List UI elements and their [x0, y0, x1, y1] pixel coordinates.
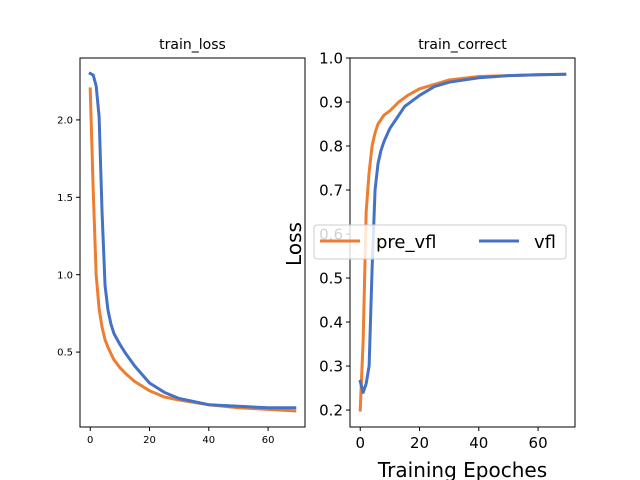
train-loss-y-tick-label: 1.0: [57, 270, 73, 281]
train-loss-series-vfl: [88, 71, 297, 410]
train-loss-axes-frame: [79, 57, 306, 428]
train-correct-x-tick-label: 20: [410, 434, 429, 452]
train-correct-y-tick-label: 0.2: [319, 401, 343, 419]
train-loss-y-tick-label: 2.0: [57, 116, 73, 127]
train-correct-lines: [358, 72, 567, 412]
train-loss-axes: 0 20 40 60 0.5 1.0 1.5 2.0 train_loss: [57, 37, 306, 446]
train-correct-y-tick-label: 0.7: [319, 181, 343, 199]
train-correct-x-tick-label: 60: [529, 434, 548, 452]
train-loss-y-ticks: 0.5 1.0 1.5 2.0: [57, 116, 80, 359]
train-loss-x-tick-label: 0: [87, 435, 93, 446]
train-loss-x-tick-label: 60: [262, 435, 275, 446]
legend-label-pre-vfl: pre_vfl: [376, 232, 437, 253]
train-correct-y-tick-label: 0.4: [319, 313, 343, 331]
train-correct-y-axis-label: Loss: [282, 222, 306, 266]
train-loss-x-tick-label: 40: [202, 435, 215, 446]
train-correct-y-tick-label: 0.5: [319, 269, 343, 287]
train-correct-x-ticks: 0 20 40 60: [355, 427, 548, 452]
train-correct-y-tick-label: 0.9: [319, 93, 343, 111]
train-loss-y-tick-label: 1.5: [57, 193, 73, 204]
legend-box: [313, 224, 567, 260]
train-correct-x-tick-label: 0: [355, 434, 365, 452]
train-loss-y-tick-label: 0.5: [57, 348, 73, 359]
train-correct-title: train_correct: [418, 37, 507, 53]
train-loss-lines: [88, 71, 297, 413]
train-correct-x-axis-label: Training Epoches: [377, 458, 547, 480]
train-correct-x-tick-label: 40: [469, 434, 488, 452]
train-correct-y-ticks: 0.20.30.40.50.60.70.80.91.0: [319, 49, 350, 419]
train-correct-y-tick-label: 0.8: [319, 137, 343, 155]
legend: pre_vfl vfl: [313, 224, 567, 260]
train-correct-y-tick-label: 1.0: [319, 49, 343, 67]
legend-label-vfl: vfl: [534, 232, 556, 253]
train-loss-x-tick-label: 20: [143, 435, 156, 446]
train-correct-series-vfl: [358, 72, 567, 394]
train-loss-title: train_loss: [159, 37, 226, 53]
train-loss-x-ticks: 0 20 40 60: [87, 427, 274, 446]
train-correct-y-tick-label: 0.3: [319, 357, 343, 375]
